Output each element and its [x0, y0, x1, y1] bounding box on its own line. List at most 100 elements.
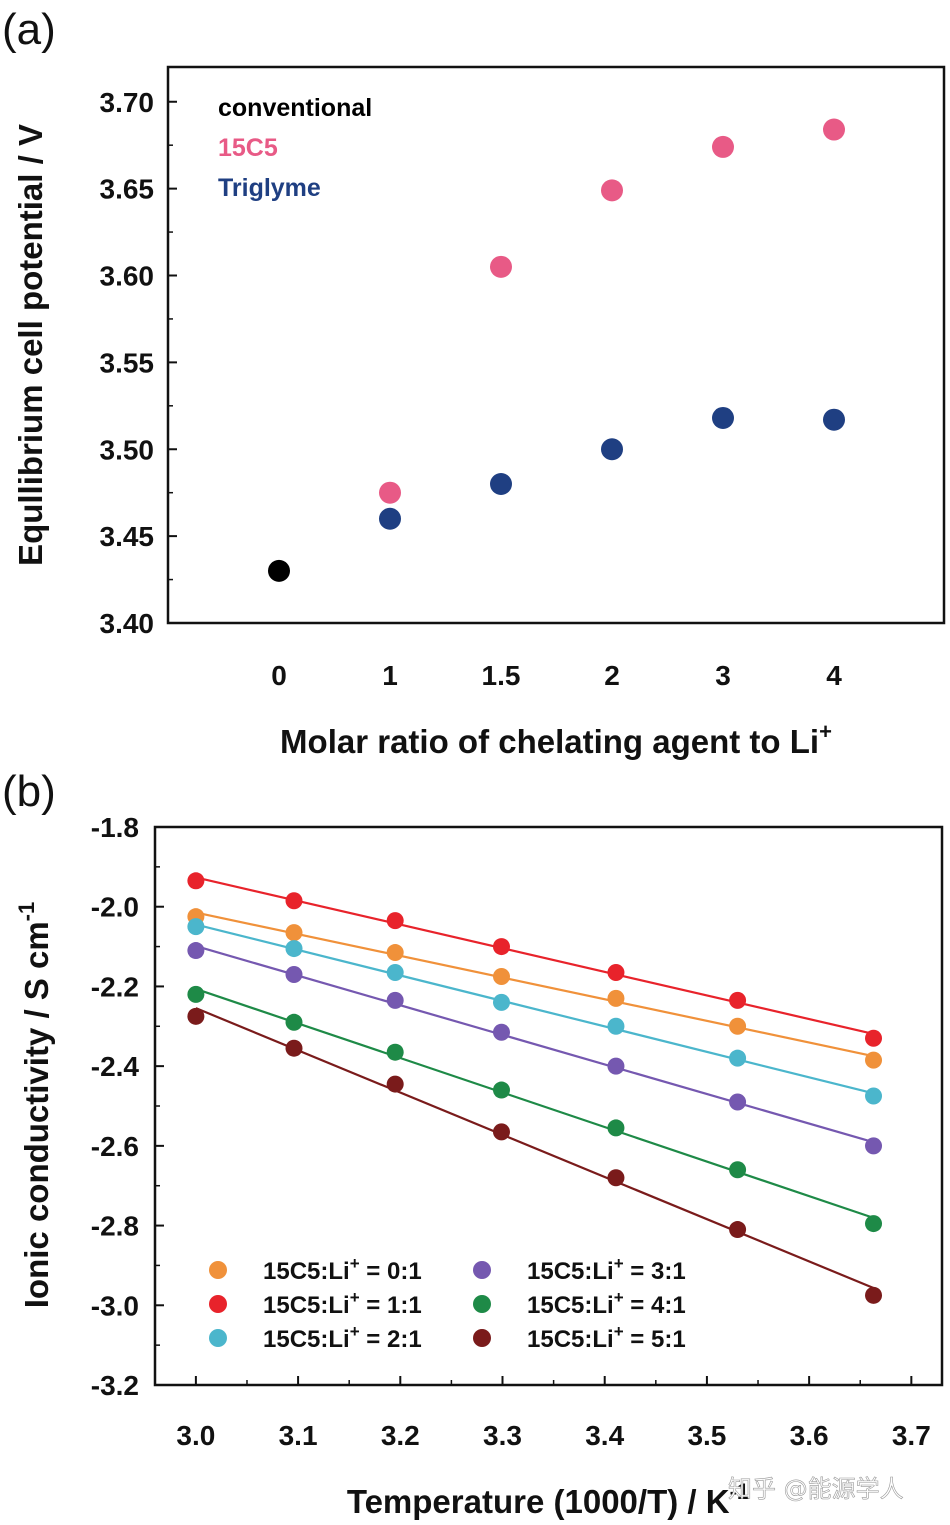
y-tick-label: -2.2 — [91, 971, 139, 1002]
legend-label-tail: = 1:1 — [360, 1292, 422, 1319]
panel-a-plot-frame — [166, 65, 946, 625]
legend-label-tail: = 3:1 — [624, 1258, 686, 1285]
panel-a-x-axis: 0 1 1.5 2 3 4 — [271, 660, 842, 691]
legend-label-sup: + — [350, 1288, 360, 1307]
point-series-4 — [187, 985, 205, 1003]
panel-a-data-points — [268, 118, 845, 582]
point-15c5 — [823, 118, 845, 141]
x-tick-label: 3.6 — [790, 1420, 829, 1451]
x-tick-label: 3.1 — [279, 1420, 318, 1451]
y-tick-label: -1.8 — [91, 812, 139, 843]
point-series-5 — [285, 1039, 303, 1057]
legend-label-series-4: 15C5:Li+ = 4:1 — [527, 1288, 686, 1319]
x-tick-label: 3.0 — [176, 1420, 215, 1451]
legend-label-tail: = 4:1 — [624, 1292, 686, 1319]
panel-b-y-axis: -3.2 -3.0 -2.8 -2.6 -2.4 -2.2 -2.0 -1.8 — [91, 812, 164, 1401]
point-series-2 — [492, 993, 510, 1011]
point-series-4 — [607, 1119, 625, 1137]
point-series-0 — [865, 1051, 883, 1069]
point-series-0 — [607, 989, 625, 1007]
point-series-3 — [865, 1137, 883, 1155]
y-tick-label: 3.45 — [100, 521, 155, 552]
point-series-2 — [865, 1087, 883, 1105]
point-triglyme — [601, 438, 623, 461]
panel-b-x-axis-title: Temperature (1000/T) / K-1 — [347, 1479, 749, 1520]
point-series-2 — [729, 1049, 747, 1067]
point-series-3 — [492, 1023, 510, 1041]
panel-b-x-title-main: Temperature (1000/T) / K — [347, 1483, 730, 1520]
legend-marker-series-2 — [209, 1329, 227, 1347]
legend-label-tail: = 5:1 — [624, 1326, 686, 1353]
y-tick-label: -2.8 — [91, 1211, 139, 1242]
fit-line-series-4 — [195, 987, 874, 1219]
y-tick-label: -3.2 — [91, 1370, 139, 1401]
point-series-1 — [865, 1029, 883, 1047]
legend-label-series-0: 15C5:Li+ = 0:1 — [263, 1254, 422, 1285]
point-series-3 — [386, 991, 404, 1009]
point-series-2 — [285, 940, 303, 958]
point-series-0 — [729, 1017, 747, 1035]
panel-a-y-axis-title: Equllibrium cell potential / V — [12, 124, 49, 566]
legend-marker-series-1 — [209, 1295, 227, 1313]
legend-conventional: conventional — [218, 94, 372, 122]
point-15c5 — [601, 179, 623, 202]
point-15c5 — [712, 135, 734, 158]
point-series-3 — [607, 1057, 625, 1075]
panel-b: (b) -3.2 -3.0 -2.8 -2.6 -2.4 -2.2 -2.0 -1.8 3.0… — [2, 767, 944, 1520]
point-series-3 — [285, 965, 303, 983]
panel-a-x-title-main: Molar ratio of chelating agent to Li — [280, 723, 819, 760]
point-series-1 — [492, 938, 510, 956]
point-conventional — [268, 559, 290, 582]
point-series-1 — [607, 963, 625, 981]
point-series-3 — [187, 942, 205, 960]
x-tick-label: 3 — [715, 660, 731, 691]
point-series-5 — [607, 1169, 625, 1187]
legend-label-series-2: 15C5:Li+ = 2:1 — [263, 1322, 422, 1353]
y-tick-label: 3.65 — [100, 174, 155, 205]
panel-a-y-axis: 3.40 3.45 3.50 3.55 3.60 3.65 3.70 — [100, 87, 177, 639]
point-series-0 — [285, 924, 303, 942]
legend-label-series-3: 15C5:Li+ = 3:1 — [527, 1254, 686, 1285]
legend-marker-series-3 — [473, 1261, 491, 1279]
panel-b-data-points — [187, 872, 883, 1304]
panel-a-label: (a) — [2, 5, 56, 54]
panel-a: (a) 3.40 3.45 3.50 3.55 3.60 3.65 3.70 0 1 1.5 2 3… — [2, 5, 946, 760]
point-15c5 — [379, 481, 401, 504]
legend-label-main: 15C5:Li — [263, 1258, 350, 1285]
x-tick-label: 1.5 — [482, 660, 521, 691]
y-tick-label: -2.0 — [91, 892, 139, 923]
point-series-1 — [386, 912, 404, 930]
legend-marker-series-0 — [209, 1261, 227, 1279]
fit-line-series-3 — [195, 945, 874, 1144]
point-series-1 — [729, 991, 747, 1009]
legend-label-main: 15C5:Li — [263, 1292, 350, 1319]
legend-label-sup: + — [614, 1254, 624, 1273]
panel-b-x-axis: 3.0 3.1 3.2 3.3 3.4 3.5 3.6 3.7 — [176, 1376, 931, 1451]
point-series-5 — [386, 1075, 404, 1093]
legend-marker-series-5 — [473, 1329, 491, 1347]
panel-a-legend: conventional 15C5 Triglyme — [218, 94, 372, 202]
fit-line-series-2 — [195, 923, 874, 1095]
point-series-2 — [607, 1017, 625, 1035]
y-tick-label: 3.50 — [100, 434, 155, 465]
legend-label-main: 15C5:Li — [263, 1326, 350, 1353]
x-tick-label: 3.4 — [585, 1420, 624, 1451]
legend-marker-series-4 — [473, 1295, 491, 1313]
point-series-4 — [729, 1161, 747, 1179]
legend-label-sup: + — [350, 1322, 360, 1341]
point-series-5 — [187, 1007, 205, 1025]
legend-15c5: 15C5 — [218, 134, 278, 162]
legend-label-main: 15C5:Li — [527, 1258, 614, 1285]
panel-a-x-title-sup: + — [819, 719, 832, 744]
y-tick-label: 3.55 — [100, 347, 155, 378]
legend-label-tail: = 2:1 — [360, 1326, 422, 1353]
legend-label-main: 15C5:Li — [527, 1292, 614, 1319]
x-tick-label: 3.2 — [381, 1420, 420, 1451]
legend-label-sup: + — [350, 1254, 360, 1273]
point-series-0 — [492, 967, 510, 985]
fit-line-series-1 — [195, 876, 874, 1036]
point-series-2 — [187, 918, 205, 936]
point-triglyme — [712, 406, 734, 429]
